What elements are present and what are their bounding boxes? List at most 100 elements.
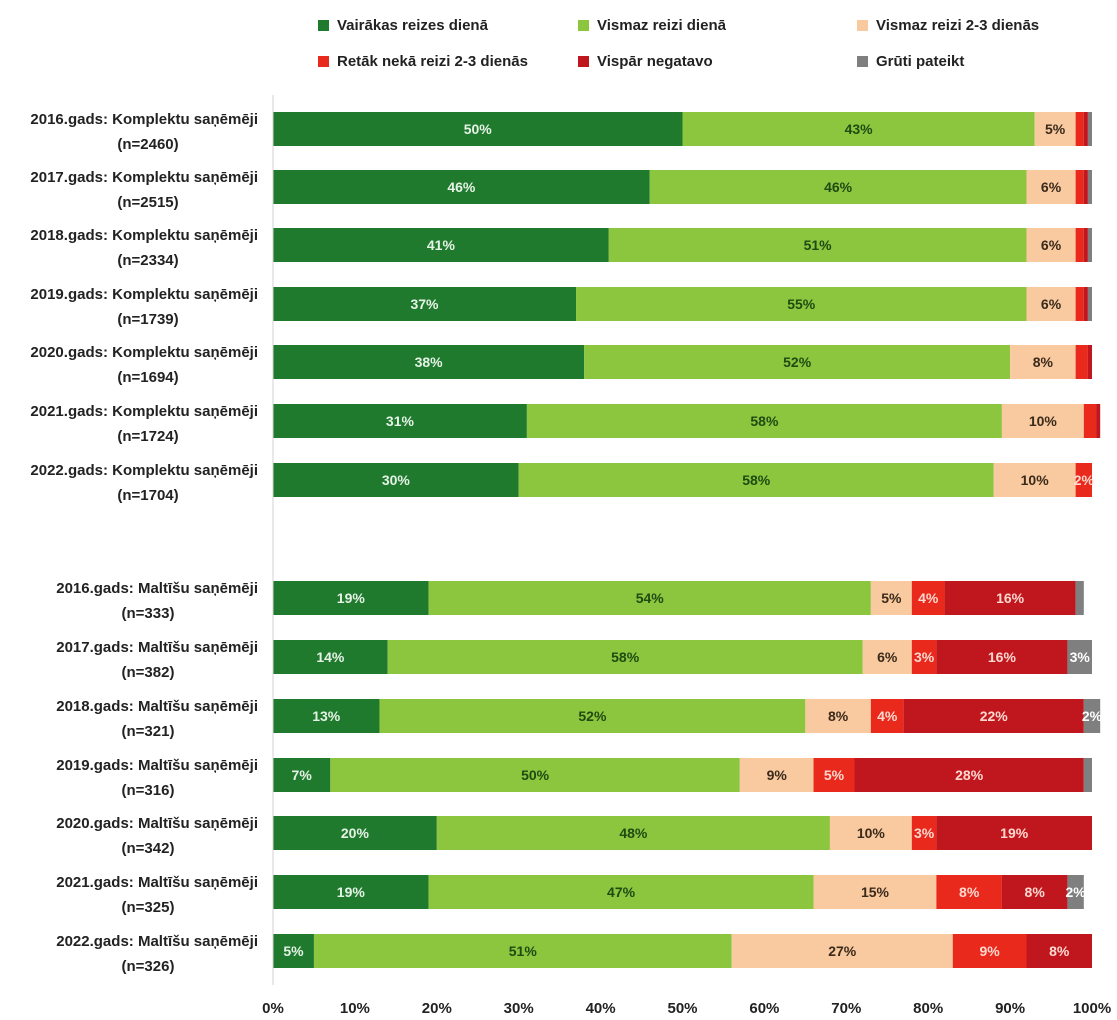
bar-segment <box>1076 170 1084 204</box>
data-label: 19% <box>337 884 366 900</box>
data-label: 54% <box>636 590 665 606</box>
data-label: 6% <box>1041 296 1062 312</box>
category-label: 2018.gads: Komplektu saņēmēji <box>30 227 258 244</box>
data-label: 9% <box>767 767 788 783</box>
legend-label: Grūti pateikt <box>876 53 964 70</box>
category-n-label: (n=321) <box>122 723 175 740</box>
bar-segment <box>1088 287 1092 321</box>
category-label: 2016.gads: Maltīšu saņēmēji <box>56 580 258 597</box>
data-label: 10% <box>857 825 886 841</box>
legend-swatch <box>578 20 589 31</box>
data-label: 16% <box>988 649 1017 665</box>
data-label: 14% <box>316 649 345 665</box>
data-label: 8% <box>959 884 980 900</box>
data-label: 6% <box>1041 237 1062 253</box>
data-label: 6% <box>1041 179 1062 195</box>
x-tick-label: 70% <box>831 1000 861 1017</box>
category-n-label: (n=333) <box>122 605 175 622</box>
category-label: 2017.gads: Maltīšu saņēmēji <box>56 639 258 656</box>
legend: Vairākas reizes dienā Vismaz reizi dienā V… <box>318 17 1039 70</box>
category-n-label: (n=316) <box>122 782 175 799</box>
x-tick-label: 60% <box>749 1000 779 1017</box>
x-tick-label: 50% <box>667 1000 697 1017</box>
category-label: 2021.gads: Maltīšu saņēmēji <box>56 874 258 891</box>
bar-segment <box>1076 287 1084 321</box>
data-label: 10% <box>1029 413 1058 429</box>
data-label: 27% <box>828 943 857 959</box>
data-label: 3% <box>914 649 935 665</box>
category-label: 2022.gads: Maltīšu saņēmēji <box>56 933 258 950</box>
data-label: 46% <box>824 179 853 195</box>
category-label: 2020.gads: Komplektu saņēmēji <box>30 344 258 361</box>
data-label: 46% <box>447 179 476 195</box>
legend-swatch <box>318 56 329 67</box>
data-label: 37% <box>410 296 439 312</box>
category-n-label: (n=342) <box>122 840 175 857</box>
category-n-label: (n=1739) <box>117 311 178 328</box>
category-n-label: (n=382) <box>122 664 175 681</box>
category-label: 2018.gads: Maltīšu saņēmēji <box>56 698 258 715</box>
data-label: 13% <box>312 708 341 724</box>
bar-segment <box>1088 112 1092 146</box>
data-label: 55% <box>787 296 816 312</box>
data-label: 3% <box>914 825 935 841</box>
bar-segment <box>1076 228 1084 262</box>
data-label: 4% <box>918 590 939 606</box>
data-label: 38% <box>415 354 444 370</box>
bar-segment <box>1076 112 1084 146</box>
data-label: 8% <box>1049 943 1070 959</box>
data-label: 50% <box>464 121 493 137</box>
category-label: 2021.gads: Komplektu saņēmēji <box>30 403 258 420</box>
bar-segment <box>1076 345 1088 379</box>
data-label: 2% <box>1066 884 1087 900</box>
category-n-label: (n=1694) <box>117 369 178 386</box>
category-n-label: (n=2460) <box>117 136 178 153</box>
data-label: 10% <box>1021 472 1050 488</box>
data-label: 7% <box>292 767 313 783</box>
row-labels: 2016.gads: Komplektu saņēmēji (n=2460) 201… <box>30 111 258 975</box>
legend-label: Vairākas reizes dienā <box>337 17 489 34</box>
category-n-label: (n=2515) <box>117 194 178 211</box>
x-tick-label: 20% <box>422 1000 452 1017</box>
category-label: 2019.gads: Maltīšu saņēmēji <box>56 757 258 774</box>
bar-segment <box>1096 404 1100 438</box>
data-label: 2% <box>1082 708 1103 724</box>
x-tick-label: 90% <box>995 1000 1025 1017</box>
bar-segment <box>1088 170 1092 204</box>
data-label: 4% <box>877 708 898 724</box>
data-label: 51% <box>509 943 538 959</box>
data-label: 22% <box>980 708 1009 724</box>
x-tick-label: 10% <box>340 1000 370 1017</box>
data-label: 48% <box>619 825 648 841</box>
data-label: 2% <box>1074 472 1095 488</box>
data-label: 8% <box>828 708 849 724</box>
legend-swatch <box>857 56 868 67</box>
bar-segment <box>1084 758 1092 792</box>
category-n-label: (n=1724) <box>117 428 178 445</box>
legend-label: Vispār negatavo <box>597 53 713 70</box>
data-label: 5% <box>824 767 845 783</box>
data-label: 8% <box>1025 884 1046 900</box>
category-label: 2020.gads: Maltīšu saņēmēji <box>56 815 258 832</box>
data-label: 6% <box>877 649 898 665</box>
data-label: 58% <box>750 413 779 429</box>
x-tick-label: 0% <box>262 1000 284 1017</box>
data-label: 19% <box>1000 825 1029 841</box>
data-label: 28% <box>955 767 984 783</box>
category-n-label: (n=326) <box>122 958 175 975</box>
category-label: 2016.gads: Komplektu saņēmēji <box>30 111 258 128</box>
bar-segment <box>1088 345 1092 379</box>
legend-swatch <box>578 56 589 67</box>
data-label: 9% <box>980 943 1001 959</box>
bar-segment <box>1084 170 1088 204</box>
data-label: 52% <box>578 708 607 724</box>
data-label: 50% <box>521 767 550 783</box>
legend-swatch <box>857 20 868 31</box>
data-label: 41% <box>427 237 456 253</box>
category-label: 2022.gads: Komplektu saņēmēji <box>30 462 258 479</box>
bar-segment <box>1088 228 1092 262</box>
legend-label: Retāk nekā reizi 2-3 dienās <box>337 53 528 70</box>
data-label: 52% <box>783 354 812 370</box>
data-label: 15% <box>861 884 890 900</box>
